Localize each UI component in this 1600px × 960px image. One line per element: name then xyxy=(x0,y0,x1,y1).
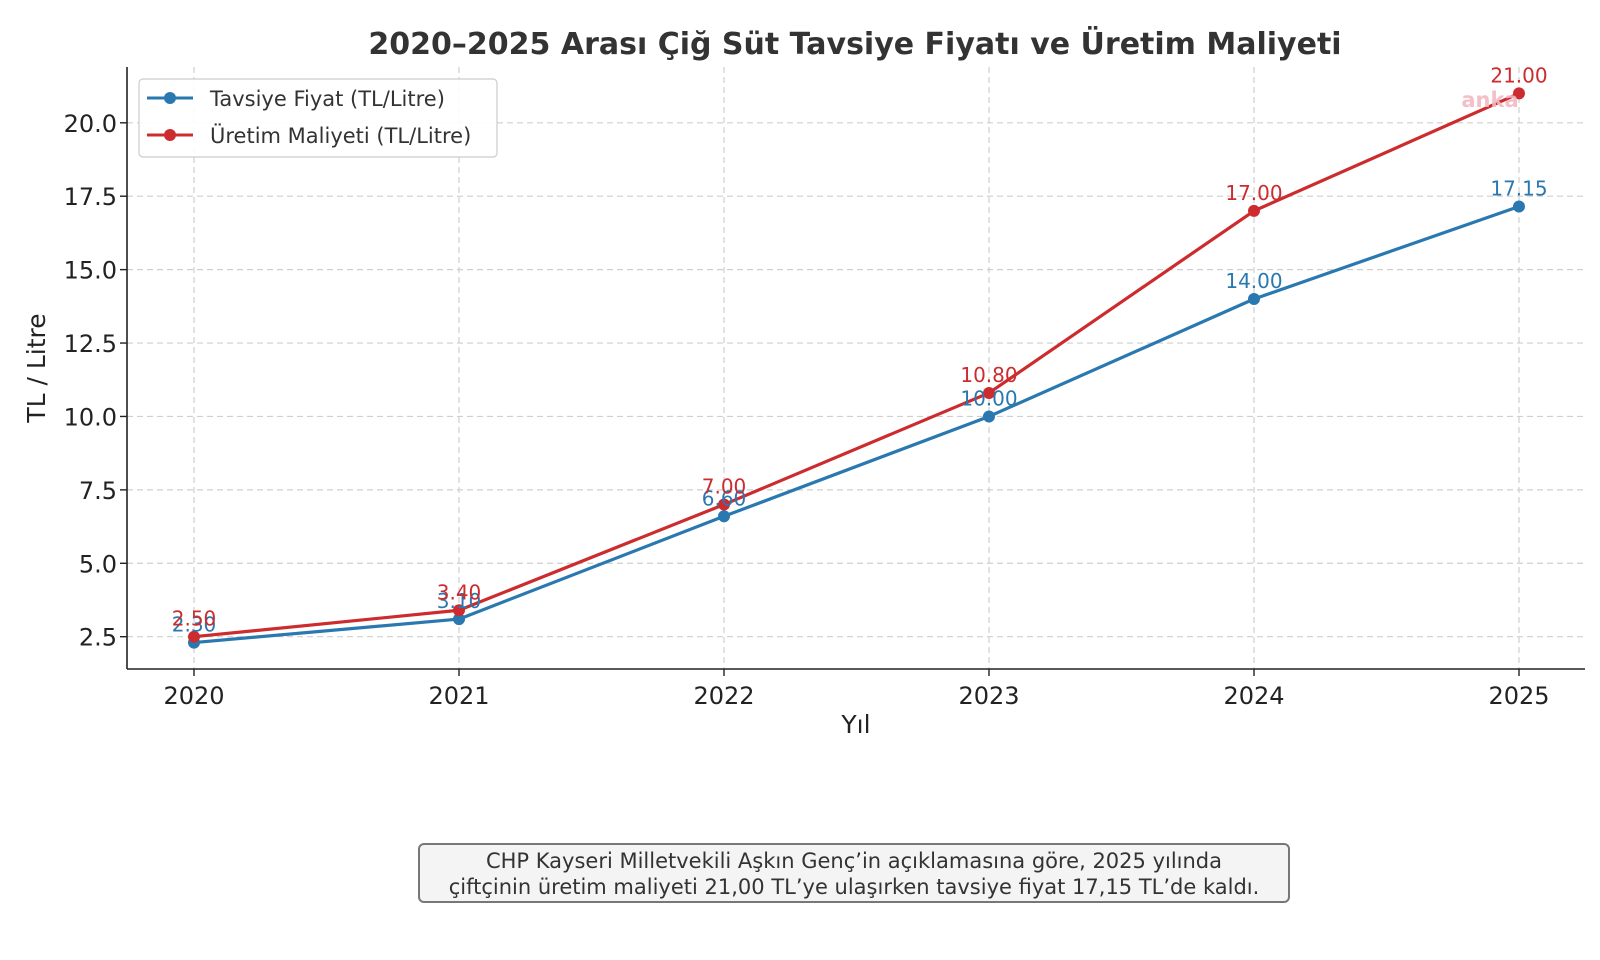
y-axis-ticks: 2.5 5.0 7.5 10.0 12.5 15.0 17.5 20.0 xyxy=(64,110,127,652)
legend-label-uretim: Üretim Maliyeti (TL/Litre) xyxy=(210,123,471,148)
caption-note: CHP Kayseri Milletvekili Aşkın Genç’in a… xyxy=(418,843,1290,903)
legend-box xyxy=(138,78,498,158)
series-line-1 xyxy=(193,91,1520,639)
series-1-data-label: 3.40 xyxy=(437,580,482,604)
series-1-point xyxy=(1513,87,1525,100)
series-1-data-label: 17.00 xyxy=(1225,181,1282,205)
data-labels: 2.30 3.10 6.60 10.00 14.00 17.15 2.50 3.40 7.00 1… xyxy=(172,63,1548,636)
y-tick-label: 7.5 xyxy=(79,477,117,505)
series-0-point xyxy=(453,613,465,626)
x-tick-label: 2023 xyxy=(958,682,1019,710)
chart-title: 2020–2025 Arası Çiğ Süt Tavsiye Fiyatı v… xyxy=(368,25,1341,62)
legend-marker-uretim xyxy=(164,129,176,141)
y-tick-label: 10.0 xyxy=(64,403,117,431)
series-0-data-label: 14.00 xyxy=(1225,269,1282,293)
x-axis-ticks: 2020 2021 2022 2023 2024 2025 xyxy=(163,669,1550,710)
y-tick-label: 20.0 xyxy=(64,110,117,138)
legend-marker-tavsiye xyxy=(164,92,176,104)
series-group xyxy=(188,87,1525,649)
series-1-point xyxy=(188,630,200,643)
x-tick-label: 2025 xyxy=(1488,682,1549,710)
y-tick-label: 5.0 xyxy=(79,550,117,578)
series-line-0 xyxy=(193,204,1520,645)
series-0-data-label: 17.15 xyxy=(1490,176,1547,200)
series-1-point xyxy=(453,604,465,617)
series-0-point xyxy=(983,410,995,423)
y-axis-label: TL / Litre xyxy=(22,313,51,423)
x-tick-label: 2022 xyxy=(693,682,754,710)
caption-line-2: çiftçinin üretim maliyeti 21,00 TL’ye ul… xyxy=(448,875,1260,899)
y-tick-label: 15.0 xyxy=(64,257,117,285)
y-tick-label: 12.5 xyxy=(64,330,117,358)
series-1-data-label: 21.00 xyxy=(1490,63,1547,87)
series-1-point xyxy=(983,386,995,399)
y-tick-label: 17.5 xyxy=(64,183,117,211)
grid xyxy=(127,67,1585,669)
series-0-point xyxy=(1248,292,1260,305)
series-1-point xyxy=(718,498,730,511)
y-tick-label: 2.5 xyxy=(79,624,117,652)
axes xyxy=(126,67,1585,670)
series-0-data-label: 6.60 xyxy=(702,486,747,510)
x-tick-label: 2024 xyxy=(1223,682,1284,710)
caption-line-1: CHP Kayseri Milletvekili Aşkın Genç’in a… xyxy=(485,849,1223,873)
series-0-data-label: 3.10 xyxy=(437,589,482,613)
series-1-data-label: 2.50 xyxy=(172,607,217,631)
watermark: anka xyxy=(1461,88,1518,112)
series-0-point xyxy=(1513,200,1525,213)
legend: Tavsiye Fiyat (TL/Litre) Üretim Maliyeti… xyxy=(138,78,498,158)
legend-label-tavsiye: Tavsiye Fiyat (TL/Litre) xyxy=(209,87,445,111)
series-0-point xyxy=(718,510,730,523)
series-1-data-label: 10.80 xyxy=(960,363,1017,387)
series-1-point xyxy=(1248,204,1260,217)
x-tick-label: 2020 xyxy=(163,682,224,710)
series-0-data-label: 2.30 xyxy=(172,613,217,637)
series-1-data-label: 7.00 xyxy=(702,475,747,499)
series-0-data-label: 10.00 xyxy=(960,386,1017,410)
x-tick-label: 2021 xyxy=(428,682,489,710)
x-axis-label: Yıl xyxy=(840,710,870,739)
